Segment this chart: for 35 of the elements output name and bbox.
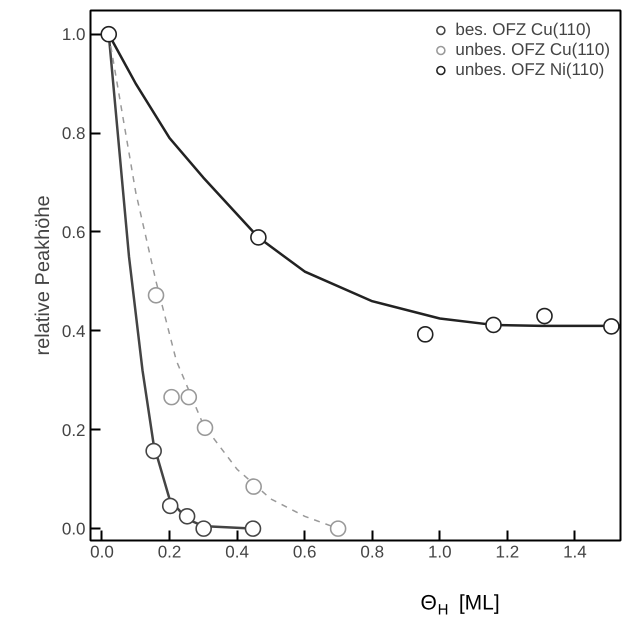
point	[330, 520, 346, 537]
x-tick-label: 0.8	[360, 542, 384, 562]
legend-label: unbes. OFZ Ni(110)	[455, 60, 604, 80]
point	[162, 498, 179, 514]
point	[148, 286, 164, 304]
point	[145, 442, 162, 460]
y-tick-label: 0.8	[62, 124, 86, 144]
x-tick-label: 0.6	[292, 542, 316, 562]
point	[178, 508, 196, 525]
point	[536, 308, 553, 324]
x-tick-label: 0.0	[90, 542, 114, 562]
point	[163, 388, 180, 406]
point	[100, 26, 118, 43]
legend-label: unbes. OFZ Cu(110)	[455, 40, 610, 60]
x-tick-label: 1.2	[496, 542, 520, 562]
x-tick-label: 1.4	[563, 542, 587, 562]
point	[244, 520, 262, 537]
point	[195, 520, 212, 537]
point	[180, 388, 198, 406]
point	[416, 326, 434, 343]
y-axis-title: relative Peakhöhe	[32, 195, 54, 356]
x-tick-label: 0.4	[225, 542, 249, 562]
y-tick-label: 0.0	[62, 520, 86, 539]
y-tick-label: 0.4	[62, 322, 86, 341]
y-tick-label: 0.2	[62, 420, 86, 440]
point	[196, 419, 214, 436]
y-tick-label: 1.0	[62, 25, 86, 44]
legend-label: bes. OFZ Cu(110)	[455, 20, 592, 40]
x-tick-label: 1.0	[428, 542, 452, 562]
point	[603, 318, 620, 335]
y-tick-label: 0.6	[62, 222, 86, 242]
point	[250, 229, 267, 246]
point	[485, 316, 502, 334]
point	[245, 478, 262, 495]
x-tick-label: 0.2	[158, 542, 182, 562]
